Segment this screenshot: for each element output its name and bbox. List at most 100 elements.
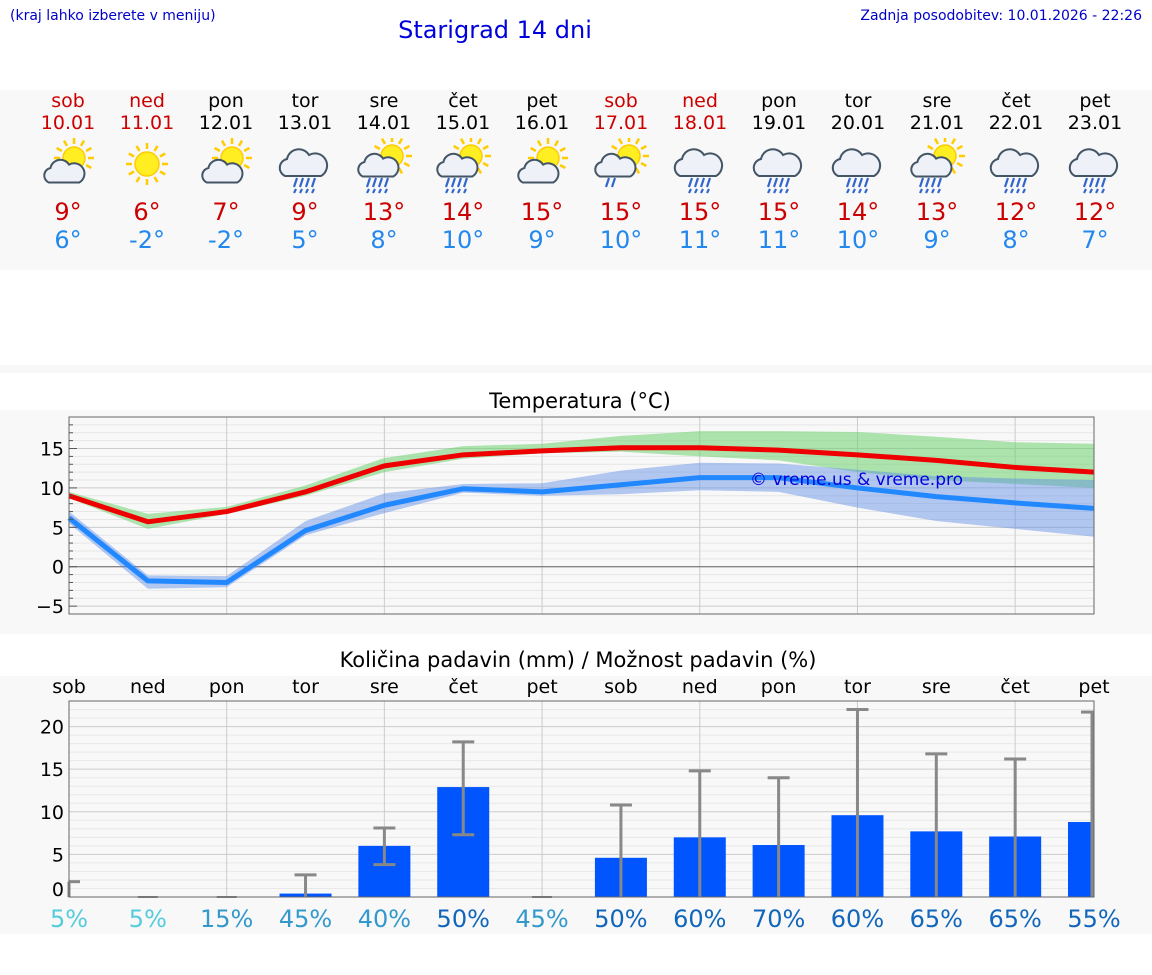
cloud-shape	[436, 152, 479, 178]
y-tick-label: 20	[40, 717, 64, 739]
y-tick-label: 5	[52, 517, 64, 539]
temp-min: -2°	[129, 226, 165, 254]
day-label: tor	[292, 676, 319, 698]
rain-drop	[936, 177, 943, 188]
precip-probability: 65%	[910, 905, 963, 933]
sun-ray	[403, 144, 410, 151]
rain-drop	[1022, 188, 1026, 194]
temp-max: 6°	[133, 198, 161, 226]
rain-drop	[463, 188, 467, 194]
sun-ray	[482, 144, 489, 151]
sun-ray	[243, 163, 250, 170]
rain-drop	[778, 177, 785, 188]
rain-icon	[278, 148, 329, 194]
sun-ray	[482, 161, 489, 168]
rain-drop	[610, 177, 617, 188]
rain-drop	[462, 177, 469, 188]
daily-forecast: sob 10.01 9° 6° ned 11.01 6° -2° pon 12.01 7° -2° to…	[0, 90, 1152, 270]
temp-max: 9°	[291, 198, 319, 226]
day-column: pon 12.01 7° -2°	[186, 90, 266, 270]
precip-probability: 50%	[437, 905, 490, 933]
precip-probability: 15%	[200, 905, 253, 933]
icon-shapes	[673, 148, 724, 194]
sun-ray	[956, 161, 963, 168]
rain-drop	[845, 177, 852, 188]
rain-drop	[293, 188, 297, 194]
day-date: 11.01	[119, 112, 175, 134]
cloud-shape	[594, 152, 637, 178]
day-name: pet	[1079, 90, 1111, 112]
day-label: sob	[604, 676, 638, 698]
sun-ray	[243, 146, 250, 153]
day-label: ned	[130, 676, 166, 698]
partly-cloudy-icon	[517, 138, 568, 184]
sun-ray	[530, 146, 537, 153]
rain-drop	[784, 177, 791, 188]
day-name: pon	[761, 90, 797, 112]
day-column: sre 14.01 13° 8°	[344, 90, 424, 270]
cloud-shape	[910, 152, 953, 178]
rain-drop	[1003, 177, 1010, 188]
sun-ray	[159, 152, 166, 158]
day-label: čet	[448, 676, 478, 698]
day-name: pet	[526, 90, 558, 112]
rain-drop	[779, 188, 783, 194]
rain-icon	[1068, 148, 1119, 194]
precip-probability: 50%	[594, 905, 647, 933]
temperature-chart: Temperatura (°C) 15 10 5 0 −5 © vreme.us & vre…	[36, 389, 1095, 618]
y-tick-label: 0	[52, 557, 64, 579]
rain-drop	[384, 188, 388, 194]
precip-probability: 60%	[673, 905, 726, 933]
rain-drop	[1089, 188, 1093, 194]
day-name: sre	[369, 90, 399, 112]
sun-rain-icon	[910, 138, 965, 194]
cloud-shape	[43, 158, 86, 184]
cloud-shape	[517, 158, 560, 184]
sun-ray	[950, 138, 957, 145]
day-label: tor	[844, 676, 871, 698]
rain-drop	[857, 177, 864, 188]
rain-drop	[444, 177, 451, 188]
rain-drop	[450, 177, 457, 188]
sun-ray	[536, 140, 543, 147]
precip-probability: 55%	[1067, 905, 1120, 933]
rain-drop	[1088, 177, 1095, 188]
rain-drop	[1101, 188, 1105, 194]
day-date: 13.01	[277, 112, 333, 134]
rain-drop	[1010, 188, 1014, 194]
rain-drop	[1095, 188, 1099, 194]
sun-ray	[135, 176, 141, 183]
rain-drop	[365, 177, 372, 188]
day-name: sob	[51, 90, 85, 112]
rain-drop	[304, 177, 311, 188]
rain-drop	[851, 177, 858, 188]
day-column: ned 18.01 15° 11°	[660, 90, 740, 270]
sun-ray	[374, 144, 381, 151]
day-name: ned	[682, 90, 718, 112]
rain-drop	[1083, 188, 1087, 194]
temp-min: 6°	[54, 226, 82, 254]
separator-band	[0, 365, 1152, 373]
y-tick-label: 15	[40, 439, 64, 461]
precip-probability: 60%	[831, 905, 884, 933]
chart-title: Temperatura (°C)	[488, 389, 671, 413]
rain-drop	[1009, 177, 1016, 188]
rain-drop	[1082, 177, 1089, 188]
day-column: sob 17.01 15° 10°	[581, 90, 661, 270]
rain-drop	[858, 188, 862, 194]
day-label: sre	[370, 676, 399, 698]
precip-probability: 70%	[752, 905, 805, 933]
day-date: 10.01	[40, 112, 96, 134]
page-title: Starigrad 14 dni	[398, 16, 592, 44]
temp-min: 10°	[441, 226, 485, 254]
day-name: pon	[208, 90, 244, 112]
sun-ray	[634, 167, 641, 174]
temp-max: 15°	[599, 198, 643, 226]
rain-drop	[1021, 177, 1028, 188]
cloud-shape	[278, 148, 329, 177]
rain-drop	[305, 188, 309, 194]
day-date: 12.01	[198, 112, 254, 134]
rain-drop	[919, 188, 923, 194]
sun-ray	[476, 167, 483, 174]
temp-min: 5°	[291, 226, 319, 254]
